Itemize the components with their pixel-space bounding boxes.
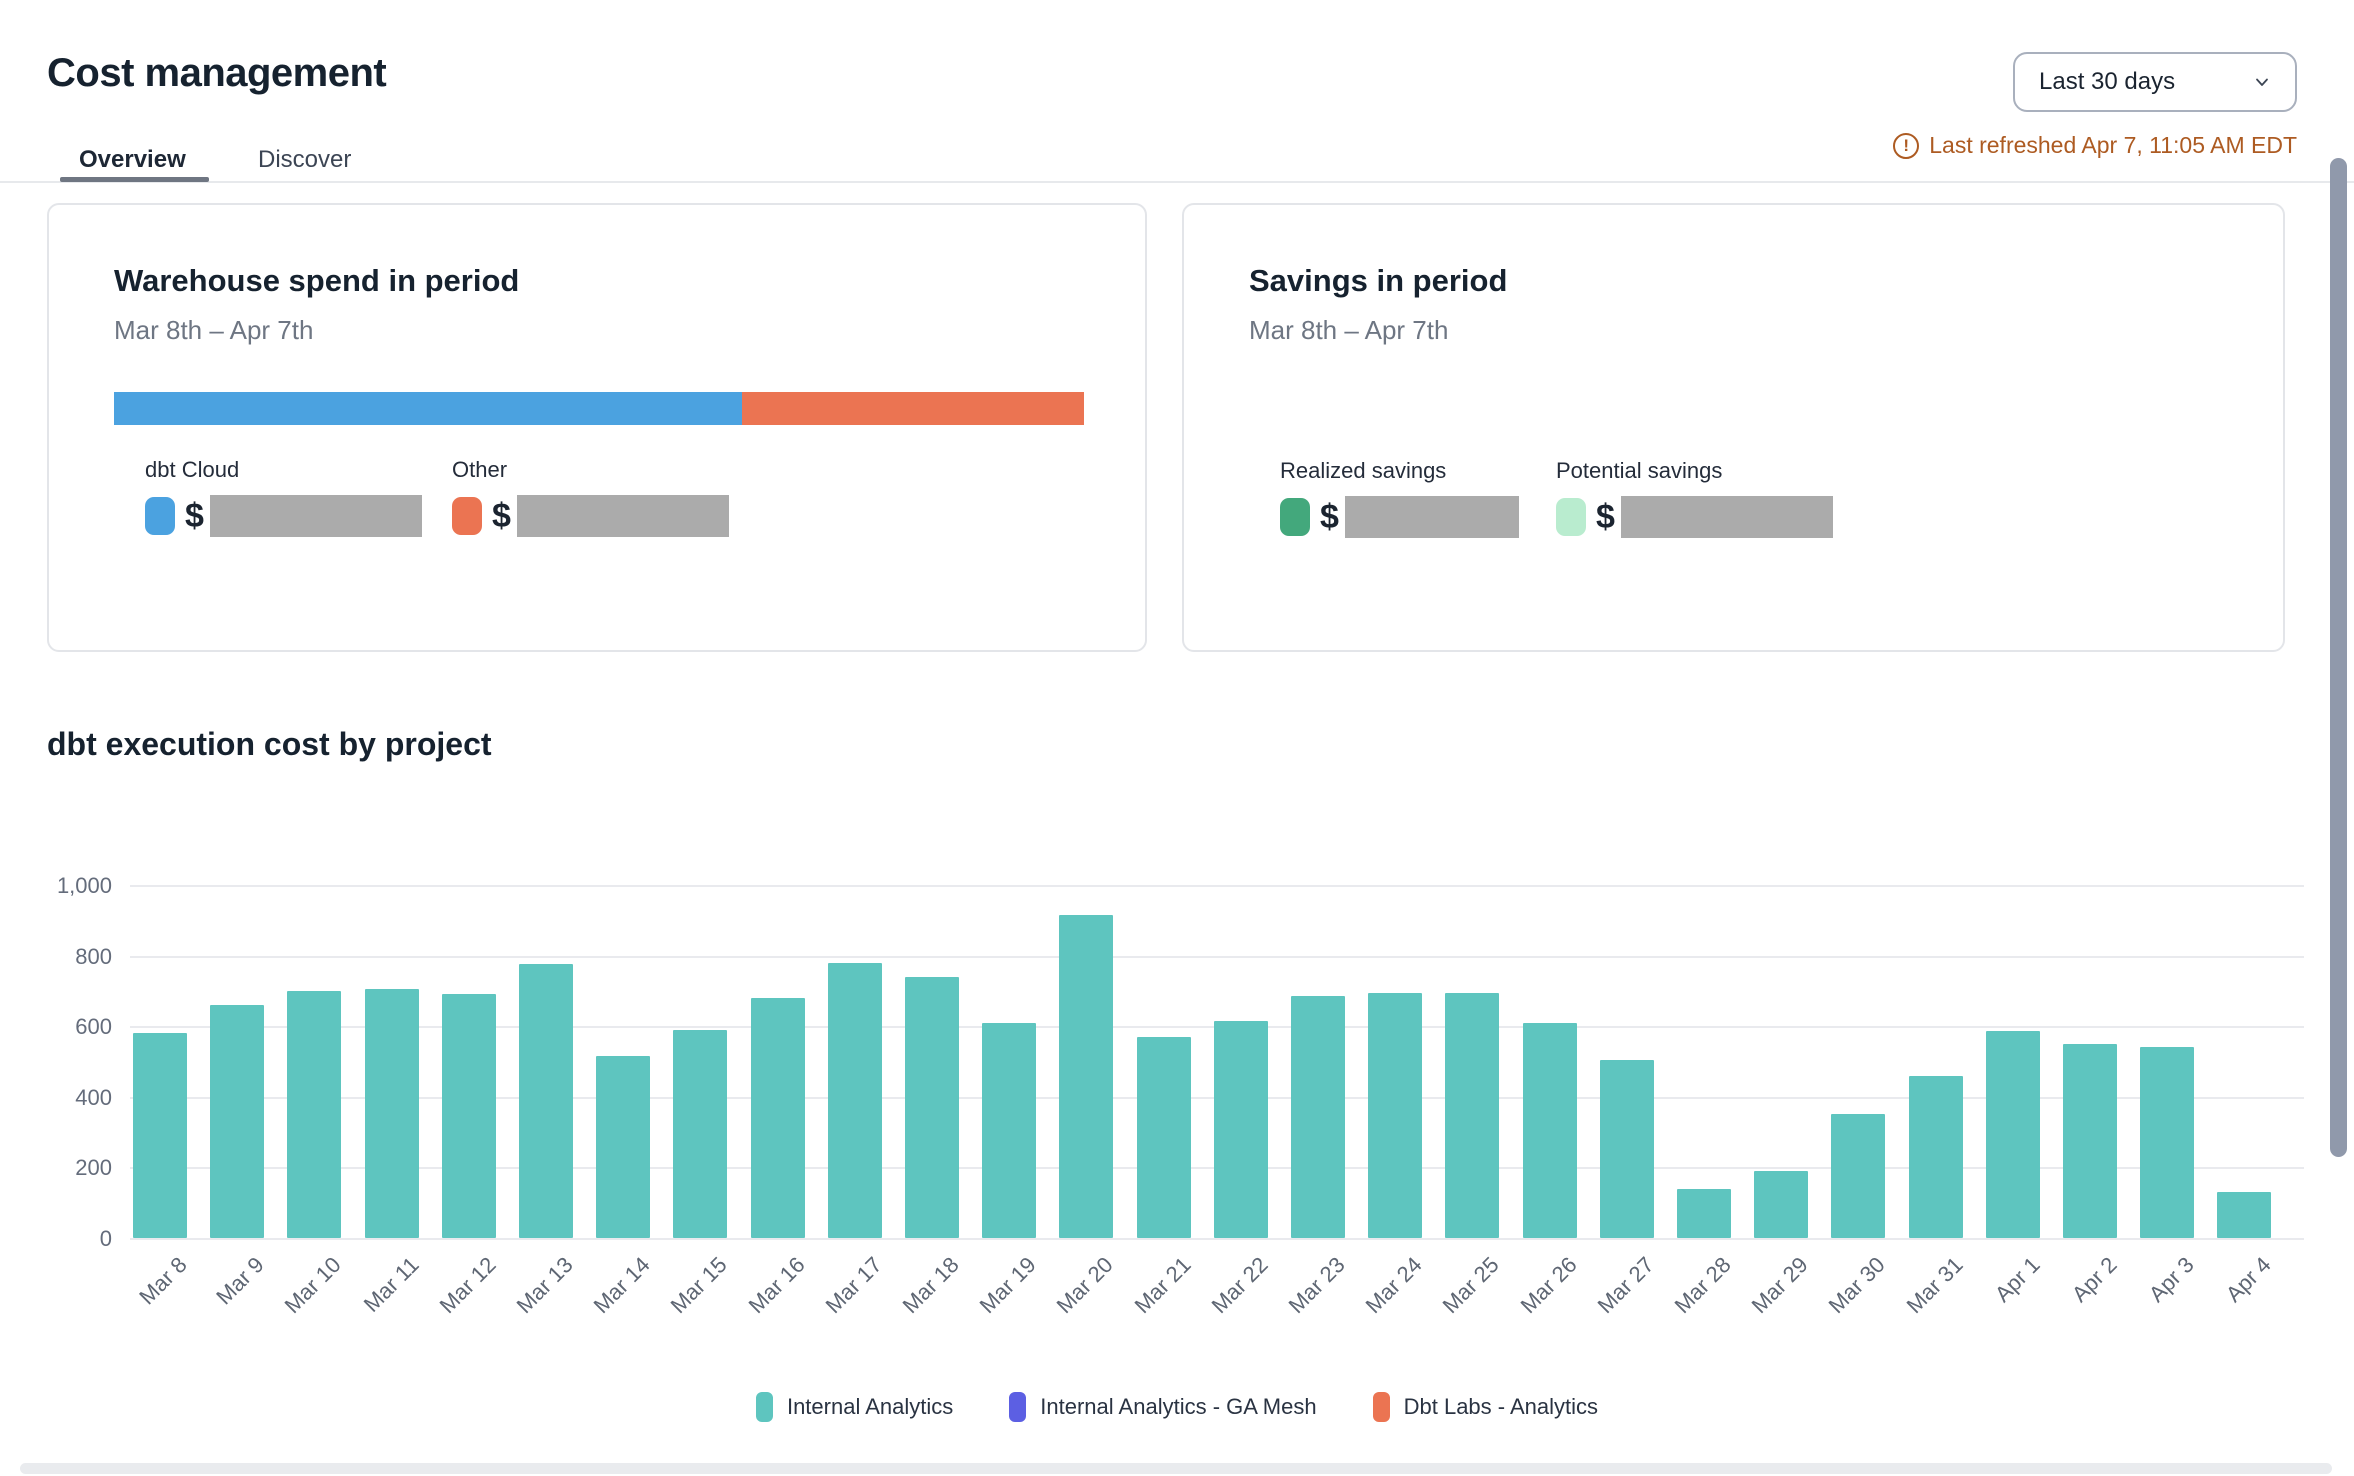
gridline-0	[130, 1238, 2304, 1240]
spend-segment-other	[741, 392, 1084, 425]
y-tick-600: 600	[75, 1014, 112, 1040]
bar-mar-14	[596, 1056, 651, 1238]
bar-mar-18	[905, 976, 959, 1238]
legend-group-other: Other $	[452, 457, 729, 537]
bar-mar-25	[1445, 992, 1500, 1238]
redacted-value-potential-savings	[1620, 496, 1833, 538]
color-chip-realized-savings	[1280, 498, 1310, 536]
bar-mar-19	[982, 1022, 1037, 1238]
active-tab-underline	[60, 177, 209, 182]
warehouse-spend-stacked-bar	[114, 392, 1084, 425]
chart-legend-label: Internal Analytics - GA Mesh	[1040, 1394, 1317, 1419]
date-range-value: Last 30 days	[2039, 68, 2176, 95]
bar-apr-3	[2140, 1047, 2195, 1238]
gridline-1000	[130, 885, 2304, 887]
y-tick-200: 200	[75, 1155, 112, 1181]
warehouse-card-period: Mar 8th – Apr 7th	[114, 315, 314, 345]
gridline-800	[130, 955, 2304, 958]
chart-legend-label: Dbt Labs - Analytics	[1403, 1394, 1599, 1419]
y-tick-800: 800	[75, 943, 112, 969]
chart-legend-chip-internal-analytics	[755, 1392, 773, 1422]
bar-mar-17	[827, 962, 882, 1238]
bar-mar-26	[1522, 1022, 1577, 1238]
chart-legend-item-dbt-labs---analytics[interactable]: Dbt Labs - Analytics	[1372, 1392, 1599, 1422]
bar-mar-22	[1213, 1020, 1268, 1238]
bar-mar-28	[1677, 1188, 1731, 1238]
bar-mar-20	[1059, 915, 1114, 1238]
date-range-dropdown[interactable]: Last 30 days	[2013, 52, 2297, 112]
y-tick-1000: 1,000	[56, 873, 112, 898]
color-chip-other	[452, 497, 482, 535]
chart-legend-chip-internal-analytics---ga-mesh	[1009, 1392, 1027, 1422]
chart-legend-item-internal-analytics[interactable]: Internal Analytics	[755, 1392, 954, 1422]
warehouse-card-title: Warehouse spend in period	[114, 263, 520, 298]
savings-card-period: Mar 8th – Apr 7th	[1249, 315, 1449, 345]
last-refreshed-status: ! Last refreshed Apr 7, 11:05 AM EDT	[1893, 132, 2297, 159]
tab-discover[interactable]: Discover	[258, 146, 352, 173]
bar-mar-8	[133, 1033, 187, 1238]
currency-symbol: $	[1320, 497, 1339, 536]
y-tick-0: 0	[99, 1226, 112, 1251]
chevron-down-icon	[2256, 78, 2268, 86]
last-refreshed-text: Last refreshed Apr 7, 11:05 AM EDT	[1929, 132, 2297, 158]
bar-apr-4	[2217, 1192, 2272, 1238]
bar-apr-1	[1985, 1031, 2040, 1238]
bar-mar-29	[1754, 1170, 1809, 1238]
tab-overview[interactable]: Overview	[79, 146, 186, 173]
bar-mar-30	[1831, 1114, 1886, 1238]
page-title: Cost management	[47, 50, 387, 95]
legend-group-dbt-cloud: dbt Cloud $	[145, 457, 452, 537]
warning-icon: !	[1893, 132, 1920, 159]
execution-cost-bar-chart: 0 200 400 600 800 1,000 Mar 8 Mar 9 Mar 10 Mar 11…	[0, 860, 2354, 1390]
legend-label-realized-savings: Realized savings	[1280, 458, 1447, 483]
bar-mar-16	[750, 997, 805, 1238]
bar-mar-21	[1136, 1036, 1191, 1238]
bar-mar-10	[287, 990, 342, 1238]
color-chip-dbt-cloud	[145, 497, 175, 535]
chart-legend-chip-dbt-labs---analytics	[1372, 1392, 1390, 1422]
bar-mar-31	[1908, 1075, 1963, 1238]
savings-card: Savings in period Mar 8th – Apr 7th Real…	[1182, 203, 2285, 652]
legend-group-realized-savings: Realized savings $	[1280, 458, 1556, 538]
vertical-scrollbar-thumb[interactable]	[2330, 158, 2347, 1157]
currency-symbol: $	[185, 496, 204, 535]
bar-mar-13	[519, 964, 573, 1238]
bar-mar-12	[441, 994, 496, 1238]
savings-card-title: Savings in period	[1249, 263, 1508, 298]
bar-mar-27	[1599, 1059, 1654, 1238]
spend-segment-dbt-cloud	[114, 392, 742, 425]
warehouse-spend-card: Warehouse spend in period Mar 8th – Apr …	[47, 203, 1147, 652]
y-tick-400: 400	[75, 1084, 112, 1110]
chart-title: dbt execution cost by project	[47, 726, 492, 762]
bar-apr-2	[2063, 1043, 2117, 1238]
bar-mar-24	[1368, 992, 1423, 1238]
legend-group-potential-savings: Potential savings $	[1556, 458, 1833, 538]
chart-legend: Internal Analytics Internal Analytics - G…	[0, 1392, 2354, 1422]
legend-label-other: Other	[452, 457, 508, 482]
color-chip-potential-savings	[1556, 498, 1586, 536]
bar-mar-9	[210, 1005, 265, 1238]
redacted-value-dbt-cloud	[209, 495, 422, 537]
redacted-value-realized-savings	[1344, 496, 1519, 538]
currency-symbol: $	[492, 496, 511, 535]
tabs-divider	[0, 181, 2354, 183]
horizontal-scrollbar[interactable]	[20, 1463, 2332, 1474]
legend-label-potential-savings: Potential savings	[1556, 458, 1723, 483]
chart-legend-item-internal-analytics---ga-mesh[interactable]: Internal Analytics - GA Mesh	[1009, 1392, 1317, 1422]
currency-symbol: $	[1596, 497, 1615, 536]
legend-label-dbt-cloud: dbt Cloud	[145, 457, 240, 482]
bar-mar-15	[673, 1029, 728, 1238]
redacted-value-other	[516, 495, 729, 537]
chart-legend-label: Internal Analytics	[786, 1394, 954, 1419]
bar-mar-11	[364, 989, 419, 1238]
bar-mar-23	[1291, 996, 1345, 1238]
